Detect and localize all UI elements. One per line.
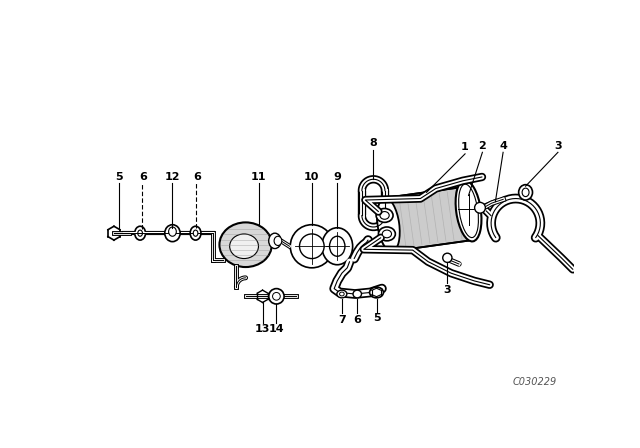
Ellipse shape <box>138 230 143 236</box>
Text: 4: 4 <box>499 141 507 151</box>
Ellipse shape <box>330 236 345 256</box>
Polygon shape <box>377 187 476 251</box>
Ellipse shape <box>164 225 180 241</box>
Text: C030229: C030229 <box>513 377 557 387</box>
Text: 5: 5 <box>115 172 122 181</box>
Text: 6: 6 <box>353 315 361 325</box>
Ellipse shape <box>377 198 400 251</box>
Text: 3: 3 <box>444 285 451 295</box>
Ellipse shape <box>337 290 347 298</box>
Ellipse shape <box>230 234 259 258</box>
Text: 11: 11 <box>251 172 266 181</box>
Text: 6: 6 <box>140 172 147 181</box>
Text: 12: 12 <box>164 172 180 181</box>
Ellipse shape <box>220 222 272 267</box>
Ellipse shape <box>459 184 479 237</box>
Text: 14: 14 <box>269 324 284 334</box>
Text: 6: 6 <box>193 172 201 181</box>
Ellipse shape <box>456 181 481 241</box>
Ellipse shape <box>380 211 389 219</box>
Ellipse shape <box>168 227 176 236</box>
Ellipse shape <box>269 233 281 249</box>
Text: 10: 10 <box>304 172 319 181</box>
Text: 3: 3 <box>554 141 562 151</box>
Circle shape <box>291 225 333 268</box>
Ellipse shape <box>522 188 529 197</box>
Ellipse shape <box>340 292 344 296</box>
Circle shape <box>300 234 324 258</box>
Ellipse shape <box>369 287 383 298</box>
Ellipse shape <box>190 226 201 240</box>
Text: 13: 13 <box>255 324 270 334</box>
Circle shape <box>443 253 452 263</box>
Text: 8: 8 <box>369 138 378 148</box>
Ellipse shape <box>193 230 198 236</box>
Ellipse shape <box>274 236 282 246</box>
Ellipse shape <box>376 208 393 222</box>
Text: 5: 5 <box>372 313 380 323</box>
Ellipse shape <box>322 228 353 265</box>
Ellipse shape <box>382 230 392 238</box>
Circle shape <box>269 289 284 304</box>
Ellipse shape <box>353 290 362 298</box>
Ellipse shape <box>518 185 532 200</box>
Ellipse shape <box>378 227 396 241</box>
Text: 7: 7 <box>338 315 346 325</box>
Text: 1: 1 <box>461 142 469 152</box>
Circle shape <box>475 202 485 213</box>
Ellipse shape <box>135 226 145 240</box>
Circle shape <box>273 293 280 300</box>
Text: 2: 2 <box>479 141 486 151</box>
Text: 9: 9 <box>333 172 341 181</box>
